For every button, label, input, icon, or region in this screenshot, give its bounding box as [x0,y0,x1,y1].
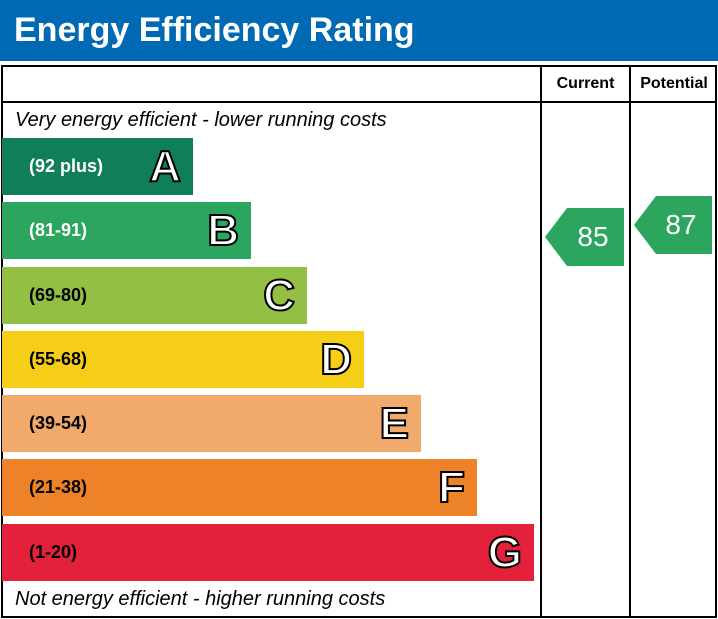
top-note: Very energy efficient - lower running co… [15,109,387,131]
potential-rating-value: 87 [665,209,697,240]
page-title: Energy Efficiency Rating [0,0,718,61]
band-range: (39-54) [29,413,88,433]
band-letter: C [262,270,296,321]
band-letter: A [148,141,182,192]
band-letter: D [319,334,353,385]
band-range: (1-20) [29,542,78,562]
band-a: (92 plus) A [2,138,193,195]
band-range: (92 plus) [29,156,104,176]
band-e: (39-54) E [2,395,421,452]
potential-header: Potential [640,75,708,92]
band-range: (21-38) [29,477,88,497]
band-range: (69-80) [29,285,88,305]
band-range: (55-68) [29,349,88,369]
header-divider [1,101,717,103]
band-f: (21-38) F [2,459,477,516]
potential-arrow-shape [634,196,712,254]
band-c: (69-80) C [2,267,307,324]
bottom-note: Not energy efficient - higher running co… [15,588,386,610]
band-g: (1-20) G [2,524,534,581]
band-b: (81-91) B [2,202,251,259]
current-arrow-shape [545,208,624,266]
column-divider [629,65,631,618]
current-rating-arrow: 85 [545,208,624,266]
band-letter: B [206,205,240,256]
band-letter: F [437,462,466,513]
band-d: (55-68) D [2,331,364,388]
current-rating-value: 85 [577,221,609,252]
band-letter: E [379,398,410,449]
potential-rating-arrow: 87 [634,196,712,254]
current-header: Current [556,75,615,92]
band-range: (81-91) [29,220,88,240]
band-letter: G [487,527,523,578]
column-divider [540,65,542,618]
